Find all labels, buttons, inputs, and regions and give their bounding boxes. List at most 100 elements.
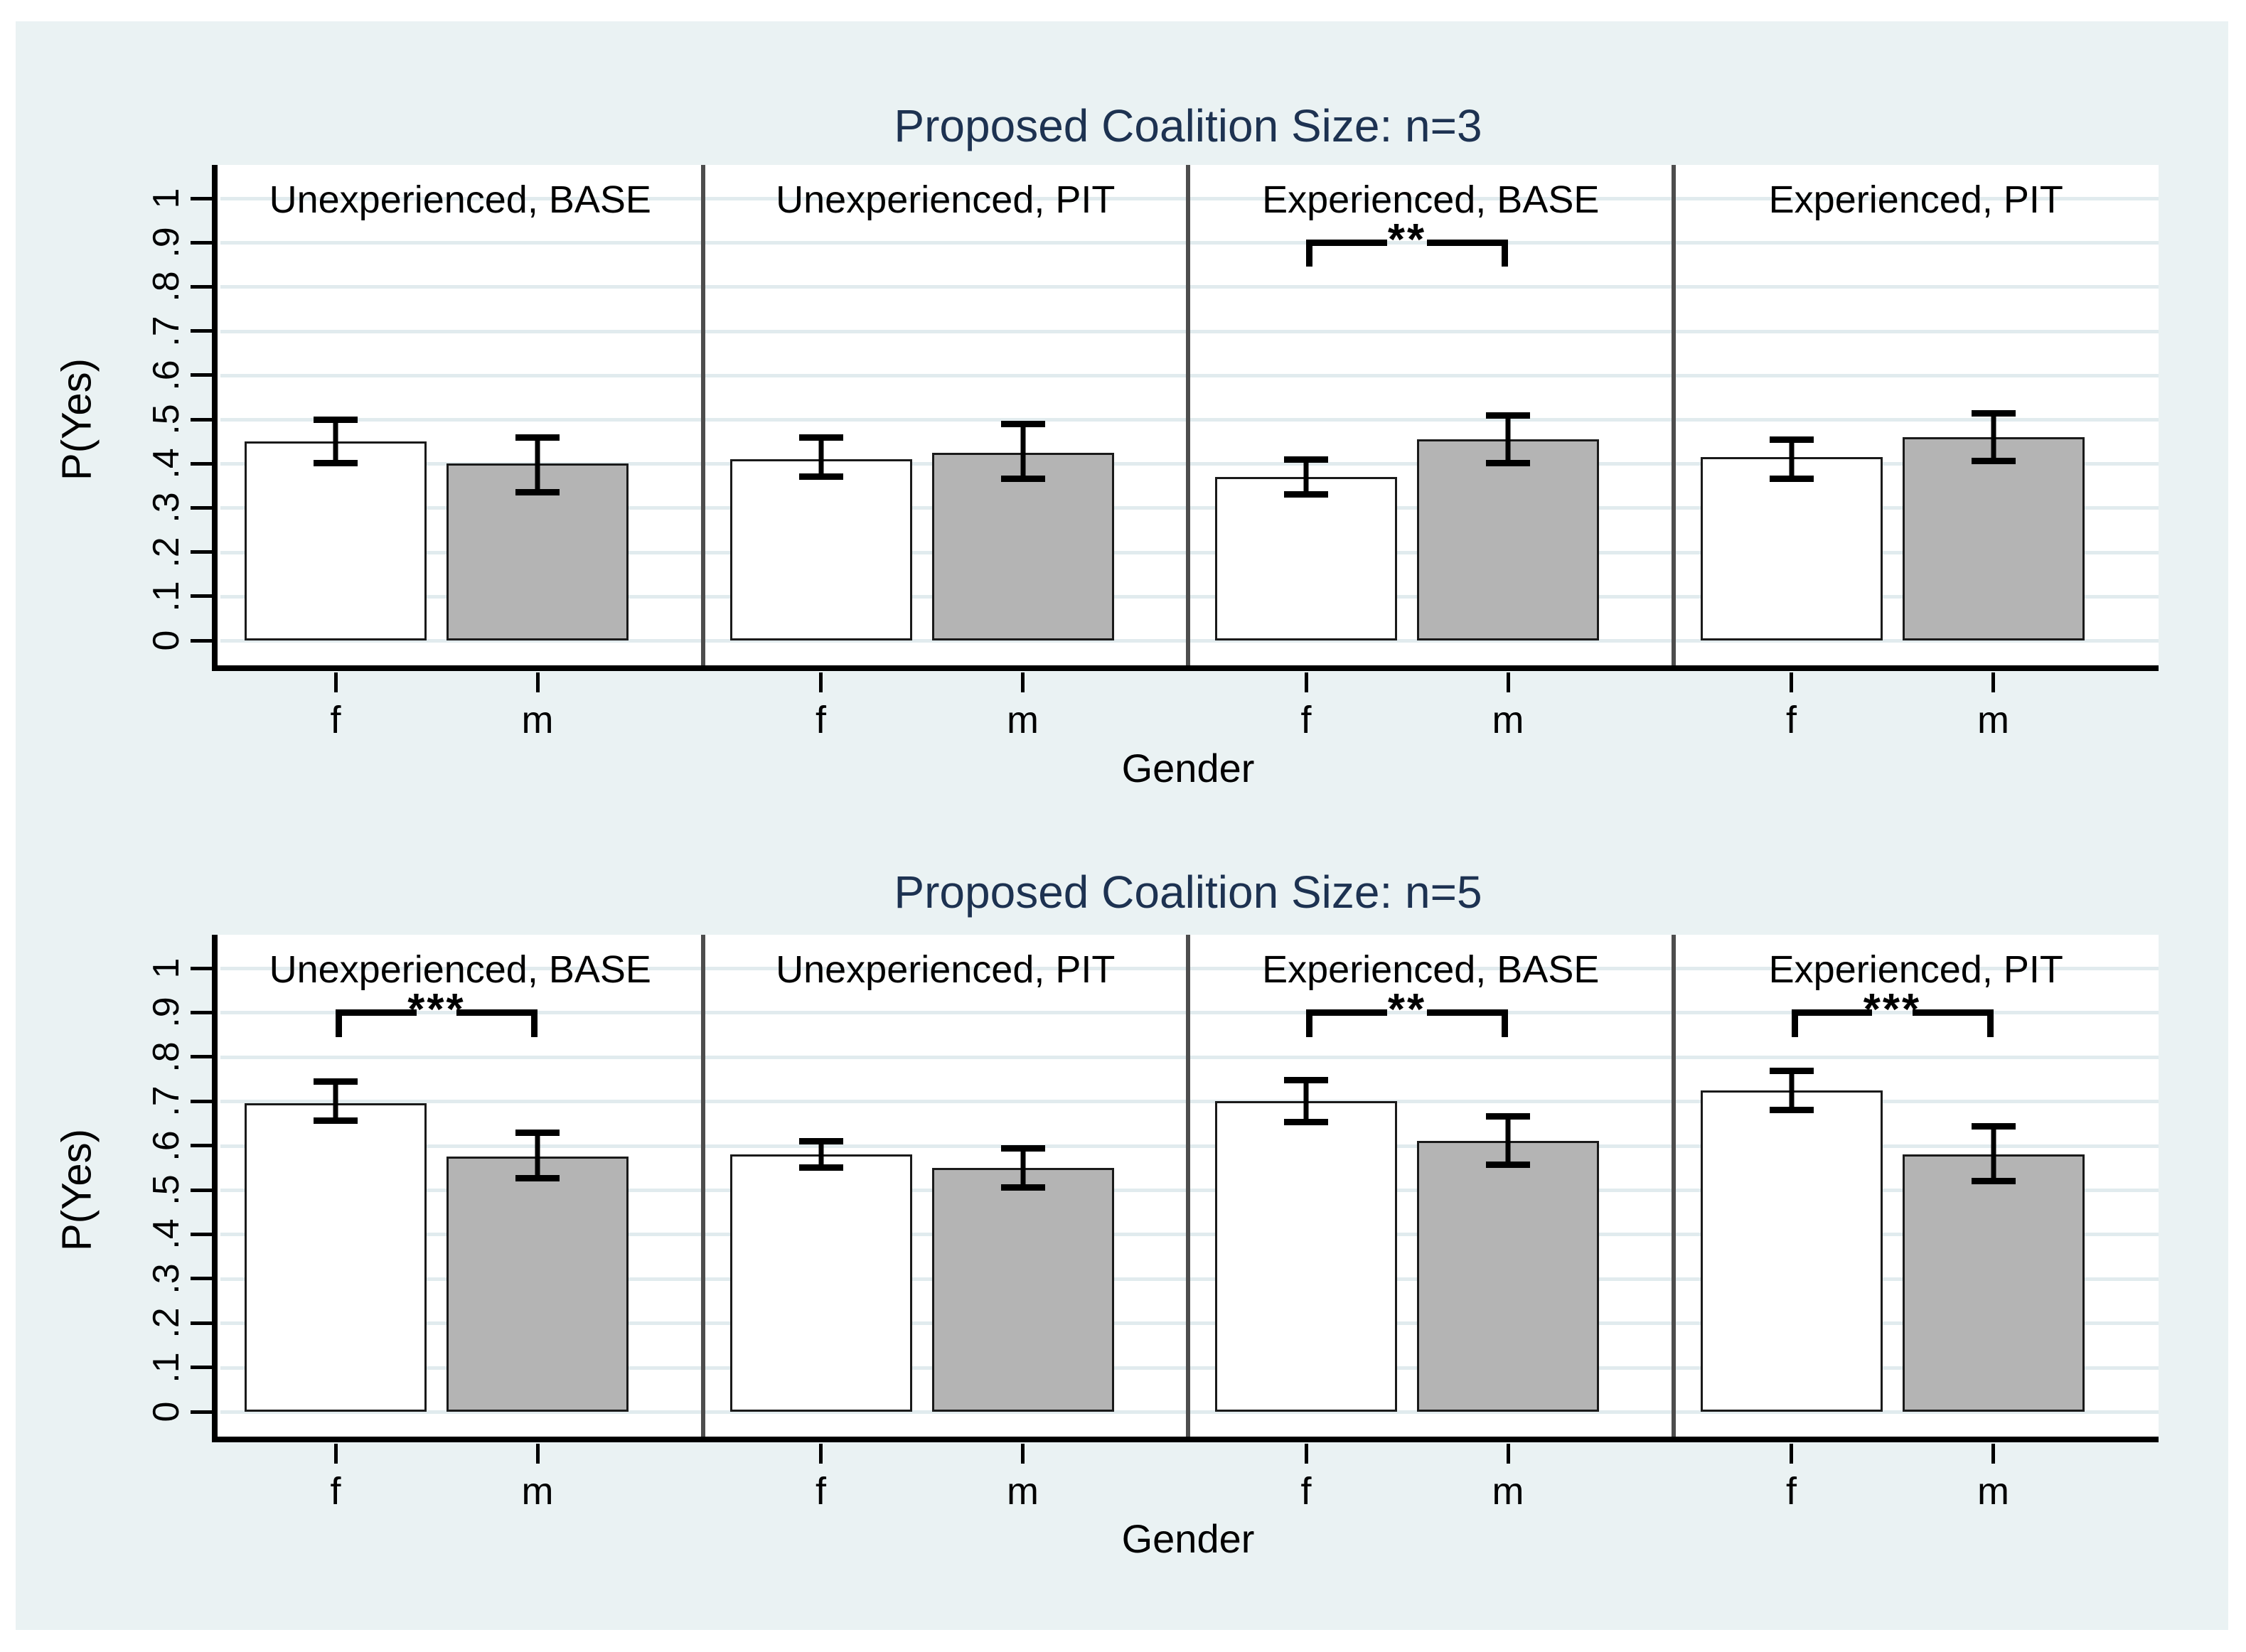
error-bar-cap-top xyxy=(1486,1113,1530,1120)
significance-bracket xyxy=(1791,1009,1798,1037)
error-bar-cap-top xyxy=(1769,436,1814,443)
x-tick-label: f xyxy=(1300,1470,1312,1513)
y-tick-label: .3 xyxy=(146,1263,187,1294)
y-tick-label: .8 xyxy=(146,271,187,303)
bar-f xyxy=(1215,476,1397,640)
y-tick xyxy=(191,196,212,200)
x-tick xyxy=(1304,1444,1308,1464)
y-tick xyxy=(191,1366,212,1370)
y-tick-label: 1 xyxy=(146,958,187,979)
panel-separator xyxy=(1186,935,1190,1437)
figure-background: Proposed Coalition Size: n=3 P(Yes) Gend… xyxy=(16,21,2228,1630)
y-tick xyxy=(191,638,212,643)
x-tick xyxy=(1991,672,1995,692)
y-tick-label: .9 xyxy=(146,997,187,1029)
panel-separator xyxy=(1671,935,1676,1437)
y-tick-label: .5 xyxy=(146,1174,187,1206)
bar-m xyxy=(446,1157,629,1412)
y-tick-label: .6 xyxy=(146,1130,187,1162)
x-tick-label: f xyxy=(815,699,827,741)
panel-subtitle: Experienced, BASE xyxy=(1262,178,1600,221)
x-tick-label: m xyxy=(1977,1470,2009,1513)
panel: Experienced, BASE ** xyxy=(1188,165,1674,665)
bar-m xyxy=(931,1167,1114,1412)
x-tick-label: m xyxy=(1492,1470,1524,1513)
x-tick-label: f xyxy=(815,1470,827,1513)
significance-bracket xyxy=(1427,239,1508,246)
error-bar-cap-top xyxy=(1971,409,2016,417)
error-bar-cap-bottom xyxy=(798,1164,843,1171)
panel-separator xyxy=(700,165,705,665)
y-tick xyxy=(191,594,212,599)
error-bar-cap-bottom xyxy=(798,473,843,480)
panel: Unexperienced, PIT xyxy=(703,935,1189,1437)
x-tick xyxy=(1506,1444,1510,1464)
y-tick-label: .2 xyxy=(146,1307,187,1339)
y-tick-label: .8 xyxy=(146,1041,187,1073)
y-tick-label: .6 xyxy=(146,360,187,391)
panel-subtitle: Unexperienced, BASE xyxy=(269,178,651,221)
y-axis-line xyxy=(212,935,218,1442)
x-tick-label: m xyxy=(1492,699,1524,741)
error-bar-cap-bottom xyxy=(1971,458,2016,465)
y-tick-label: .7 xyxy=(146,1085,187,1117)
y-tick-label: .1 xyxy=(146,1351,187,1383)
error-bar-cap-bottom xyxy=(515,1175,560,1182)
y-tick xyxy=(191,329,212,333)
y-tick-label: .1 xyxy=(146,581,187,612)
significance-bracket xyxy=(336,1009,342,1037)
figure-canvas: Proposed Coalition Size: n=3 P(Yes) Gend… xyxy=(16,21,2228,1630)
bar-f xyxy=(1700,1090,1883,1412)
error-bar xyxy=(818,1141,823,1168)
error-bar-cap-bottom xyxy=(1000,1184,1045,1191)
error-bar-cap-bottom xyxy=(1769,475,1814,482)
y-tick xyxy=(191,1099,212,1103)
error-bar xyxy=(818,436,823,477)
significance-bracket xyxy=(531,1009,538,1037)
x-tick xyxy=(1506,672,1510,692)
significance-bracket xyxy=(1306,239,1387,246)
x-tick xyxy=(1304,672,1308,692)
panel: Experienced, PIT xyxy=(1674,165,2159,665)
x-tick-label: m xyxy=(1007,699,1039,741)
significance-bracket xyxy=(1306,1009,1312,1037)
significance-stars: ** xyxy=(1387,215,1427,264)
panel-subtitle: Experienced, PIT xyxy=(1768,178,2063,221)
error-bar-cap-bottom xyxy=(1284,1118,1328,1125)
error-bar-cap-bottom xyxy=(1486,460,1530,467)
error-bar xyxy=(1789,439,1794,479)
y-tick-label: .7 xyxy=(146,315,187,347)
error-bar xyxy=(1303,458,1309,495)
bar-m xyxy=(1902,436,2085,640)
error-bar-cap-top xyxy=(1284,1077,1328,1084)
bar-m xyxy=(1417,1141,1599,1412)
error-bar xyxy=(1789,1070,1794,1110)
error-bar-cap-bottom xyxy=(1769,1106,1814,1113)
y-tick-label: 1 xyxy=(146,188,187,209)
y-tick-label: .9 xyxy=(146,227,187,258)
y-tick xyxy=(191,550,212,554)
panel-subtitle: Unexperienced, PIT xyxy=(776,948,1116,991)
error-bar xyxy=(333,1081,338,1122)
y-tick xyxy=(191,240,212,245)
significance-bracket xyxy=(1427,1009,1508,1017)
bar-f xyxy=(1700,456,1883,640)
panel: Unexperienced, BASE *** xyxy=(218,935,703,1437)
significance-stars: *** xyxy=(407,985,466,1034)
y-tick-label: .4 xyxy=(146,1218,187,1250)
significance-stars: ** xyxy=(1387,985,1427,1034)
y-axis-line xyxy=(212,165,218,671)
x-tick xyxy=(1790,1444,1793,1464)
y-tick xyxy=(191,1144,212,1148)
x-tick xyxy=(535,1444,540,1464)
x-tick-label: m xyxy=(521,699,554,741)
panel: Unexperienced, BASE xyxy=(218,165,703,665)
error-bar-cap-top xyxy=(1000,1144,1045,1152)
error-bar xyxy=(535,1132,540,1179)
y-tick xyxy=(191,1188,212,1192)
panel-separator xyxy=(1186,165,1190,665)
y-tick-label: .3 xyxy=(146,492,187,524)
x-tick-label: f xyxy=(330,1470,341,1513)
y-tick xyxy=(191,505,212,510)
panel-subtitle: Unexperienced, BASE xyxy=(269,948,651,991)
